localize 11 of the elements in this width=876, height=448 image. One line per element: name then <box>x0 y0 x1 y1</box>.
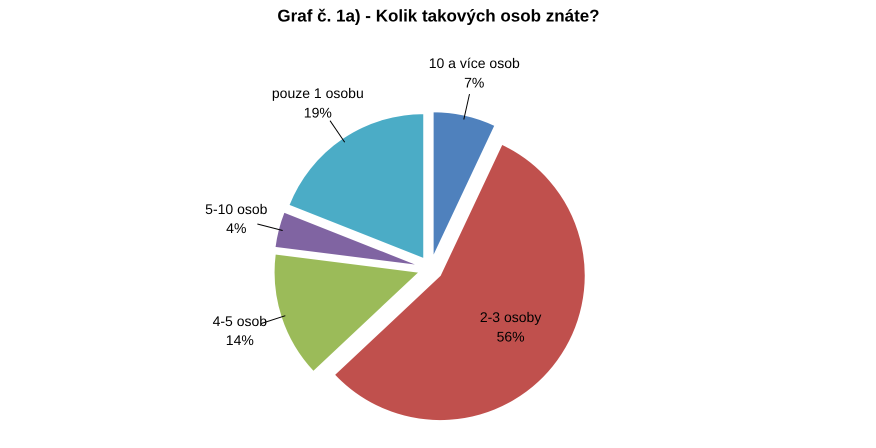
slice-label: 4-5 osob <box>212 312 268 329</box>
data-label: 56% <box>496 328 525 344</box>
slice-label: 2-3 osoby <box>480 309 542 326</box>
chart-title: Graf č. 1a) - Kolik takových osob znáte? <box>277 6 600 26</box>
data-label: 14% <box>226 332 254 348</box>
slice-label: 5-10 osob <box>205 201 268 218</box>
data-label: 19% <box>304 104 332 120</box>
data-label: 4% <box>226 220 246 236</box>
slice-label: pouze 1 osobu <box>272 85 364 102</box>
data-label: 7% <box>464 74 484 90</box>
slice-label: 10 a více osob <box>428 55 520 72</box>
